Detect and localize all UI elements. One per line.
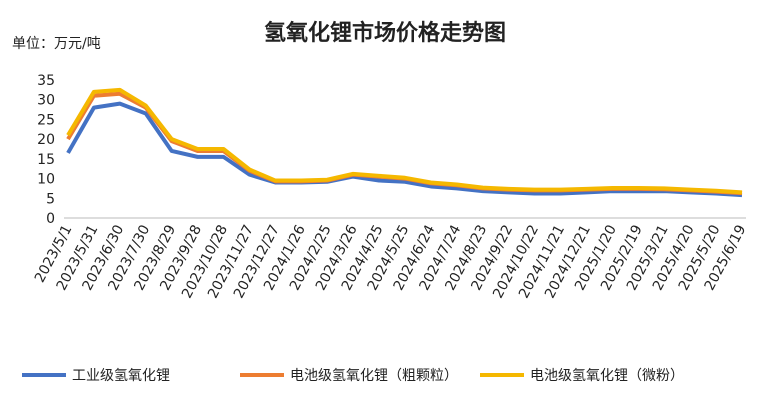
series-line <box>66 101 743 198</box>
y-tick-label: 20 <box>37 132 55 148</box>
y-tick-label: 25 <box>37 112 55 128</box>
legend-label: 工业级氢氧化锂 <box>72 368 170 384</box>
y-tick-label: 15 <box>37 152 55 168</box>
y-tick-label: 5 <box>46 191 55 207</box>
series-line <box>66 87 743 195</box>
y-tick-label: 30 <box>37 93 55 109</box>
y-tick-label: 35 <box>37 73 55 89</box>
y-axis-label: 单位：万元/吨 <box>12 36 101 52</box>
legend-label: 电池级氢氧化锂（微粉） <box>530 368 684 384</box>
y-tick-label: 0 <box>46 211 55 227</box>
chart-title: 氢氧化锂市场价格走势图 <box>264 20 506 46</box>
legend-label: 电池级氢氧化锂（粗颗粒） <box>290 368 458 384</box>
y-tick-label: 10 <box>37 172 55 188</box>
